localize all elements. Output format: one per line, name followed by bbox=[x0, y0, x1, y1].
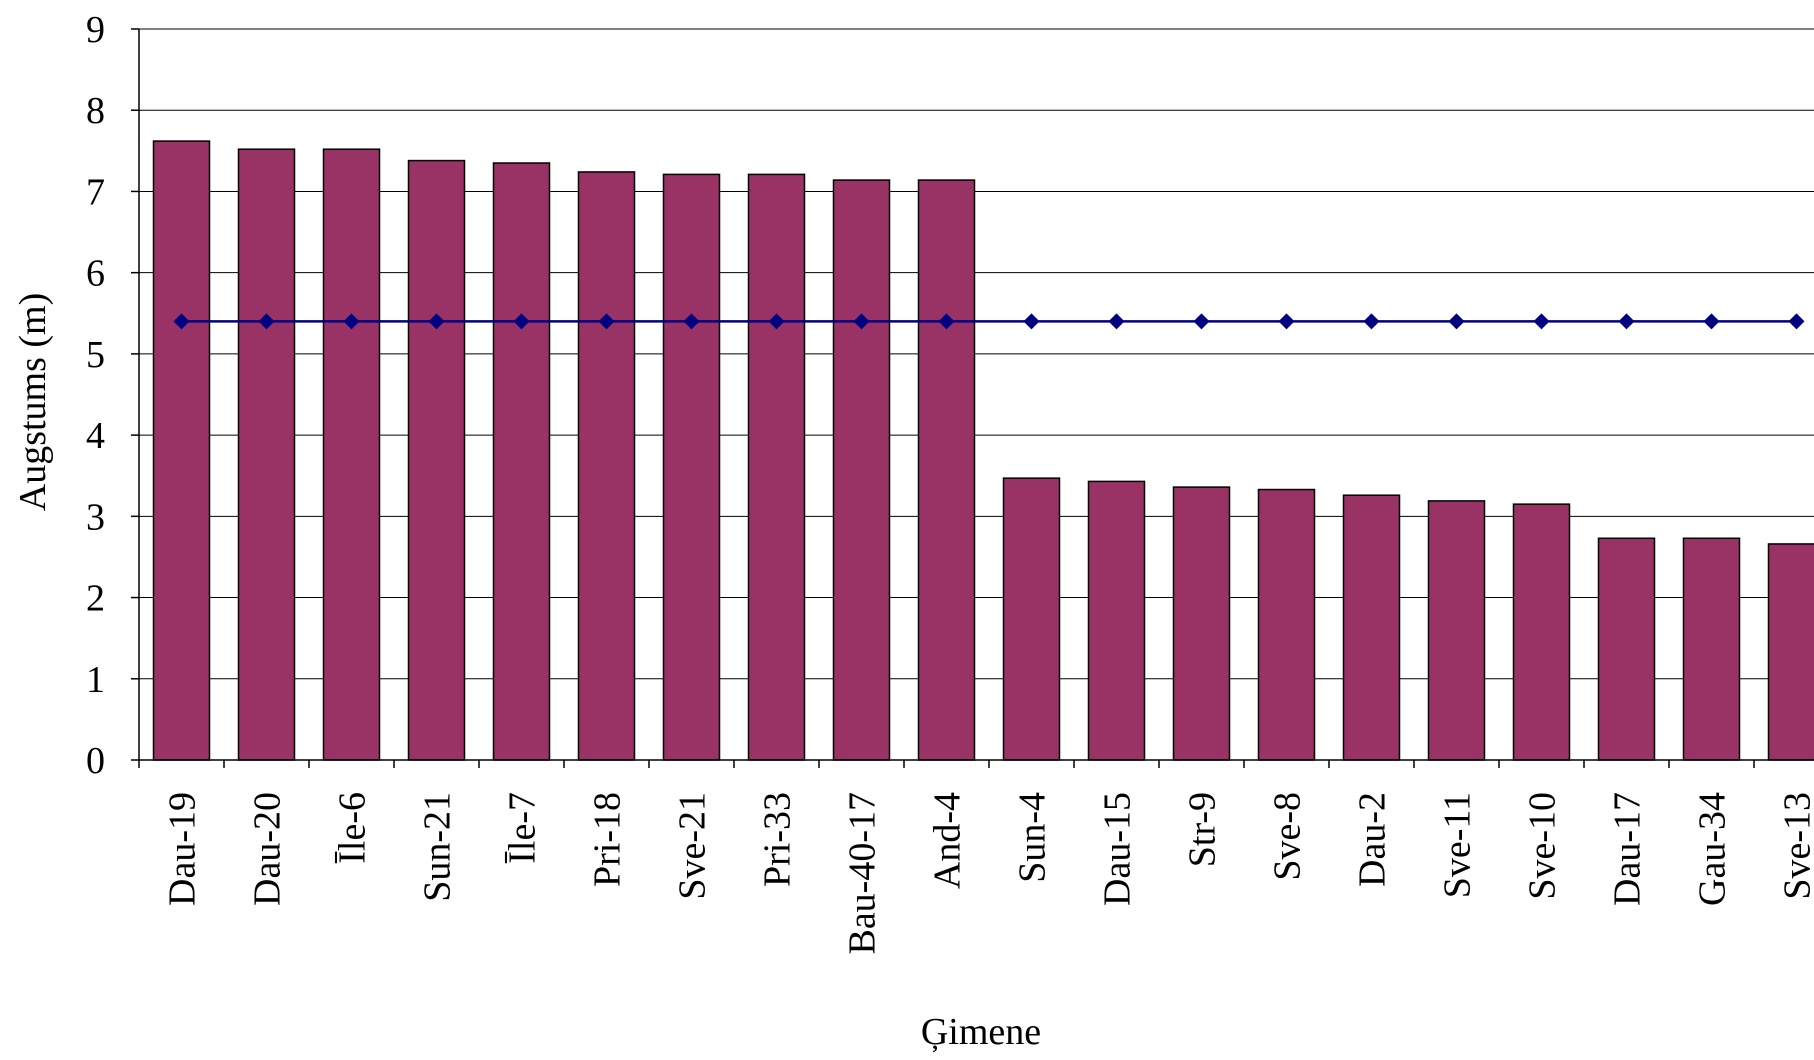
x-tick-label: Sve-10 bbox=[1522, 792, 1564, 900]
bar bbox=[1682, 537, 1741, 761]
y-tick-label: 0 bbox=[86, 740, 105, 782]
x-tick-label: Sve-8 bbox=[1267, 792, 1309, 881]
line-point bbox=[1023, 313, 1040, 330]
line-point bbox=[513, 313, 530, 330]
y-tick-label: 4 bbox=[86, 415, 105, 457]
bar bbox=[1342, 494, 1401, 761]
bar bbox=[577, 171, 636, 761]
y-tick-label: 6 bbox=[86, 253, 105, 295]
line-point bbox=[1278, 313, 1295, 330]
bar bbox=[237, 148, 296, 761]
line-point bbox=[938, 313, 955, 330]
bar bbox=[1767, 543, 1814, 761]
y-axis-title: Augstums (m) bbox=[12, 293, 54, 512]
y-tick-label: 8 bbox=[86, 90, 105, 132]
line-point bbox=[768, 313, 785, 330]
x-tick-label: Sve-11 bbox=[1437, 792, 1479, 898]
x-tick-label: Str-9 bbox=[1182, 792, 1224, 867]
x-tick-label: Dau-15 bbox=[1097, 792, 1139, 906]
line-point bbox=[173, 313, 190, 330]
x-tick-label: Sve-21 bbox=[672, 792, 714, 900]
bar bbox=[1172, 486, 1231, 761]
y-tick-label: 5 bbox=[86, 334, 105, 376]
line-point bbox=[1193, 313, 1210, 330]
line-point bbox=[683, 313, 700, 330]
bar bbox=[832, 179, 891, 761]
bar bbox=[1257, 488, 1316, 761]
x-tick-label: Pri-33 bbox=[757, 792, 799, 887]
line-point bbox=[1788, 313, 1805, 330]
line-point bbox=[258, 313, 275, 330]
x-tick-label: Dau-19 bbox=[162, 792, 204, 906]
y-tick-label: 3 bbox=[86, 496, 105, 538]
line-point bbox=[343, 313, 360, 330]
line-point bbox=[1618, 313, 1635, 330]
x-tick-label: Īle-7 bbox=[502, 792, 544, 864]
x-tick-label: Īle-6 bbox=[332, 792, 374, 864]
bar bbox=[152, 140, 211, 761]
bar bbox=[917, 179, 976, 761]
bar bbox=[322, 148, 381, 761]
y-tick-labels: 0 1 2 3 4 5 6 7 8 9 bbox=[86, 9, 105, 782]
bar bbox=[1002, 477, 1061, 761]
x-tick-label: Dau-17 bbox=[1607, 792, 1649, 906]
bar bbox=[1427, 500, 1486, 761]
line-point bbox=[1703, 313, 1720, 330]
bar bbox=[1512, 503, 1571, 761]
x-tick-label: Pri-18 bbox=[587, 792, 629, 887]
line-point bbox=[1448, 313, 1465, 330]
bar bbox=[1087, 480, 1146, 761]
x-tick-label: Sve-13 bbox=[1777, 792, 1814, 900]
y-tick-label: 9 bbox=[86, 9, 105, 51]
x-tick-label: And-4 bbox=[927, 792, 969, 889]
y-tick-label: 7 bbox=[86, 171, 105, 213]
x-tick-label: Dau-2 bbox=[1352, 792, 1394, 887]
axes bbox=[131, 28, 1814, 768]
x-tick-label: Sun-4 bbox=[1012, 792, 1054, 883]
line-point bbox=[428, 313, 445, 330]
bar bbox=[407, 159, 466, 761]
x-tick-label: Sun-21 bbox=[417, 792, 459, 902]
line-point bbox=[853, 313, 870, 330]
line-point bbox=[1108, 313, 1125, 330]
line-point bbox=[1533, 313, 1550, 330]
x-tick-label: Bau-40-17 bbox=[842, 792, 884, 955]
x-tick-label: Dau-20 bbox=[247, 792, 289, 906]
bar bbox=[747, 173, 806, 761]
bar bbox=[662, 173, 721, 761]
x-tick-label: Gau-34 bbox=[1692, 792, 1734, 906]
x-axis-title: Ģimene bbox=[921, 1011, 1041, 1053]
line-point bbox=[1363, 313, 1380, 330]
y-tick-label: 1 bbox=[86, 659, 105, 701]
x-tick-labels: Dau-19 Dau-20 Īle-6 Sun-21 Īle-7 Pri-18 Sve-21… bbox=[162, 792, 1814, 955]
line-point bbox=[598, 313, 615, 330]
average-line-series bbox=[173, 313, 1805, 330]
y-tick-label: 2 bbox=[86, 578, 105, 620]
bar-series bbox=[152, 140, 1814, 761]
bar bbox=[1597, 537, 1656, 761]
bar bbox=[492, 162, 551, 761]
